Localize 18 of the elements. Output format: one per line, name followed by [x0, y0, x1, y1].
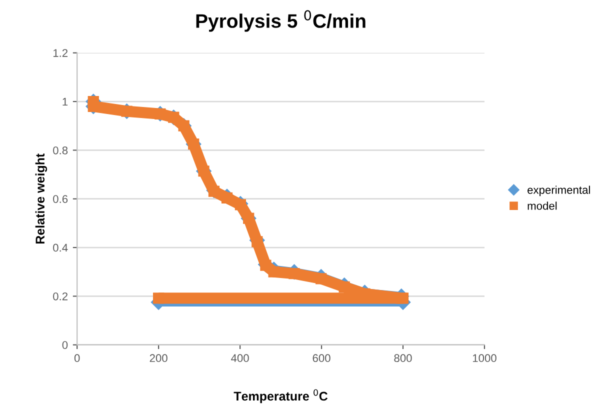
x-tick-label: 400 — [231, 354, 249, 362]
x-tick-label: 200 — [150, 354, 168, 362]
y-tick-label: 0.4 — [53, 244, 68, 252]
x-tick-label: 1000 — [472, 354, 496, 362]
x-tick-label: 600 — [312, 354, 330, 362]
chart-title: Pyrolysis 5 $^{0}$C/min — [196, 10, 366, 32]
y-tick-label: 0.8 — [53, 146, 68, 154]
y-axis-title: Relative weight — [35, 154, 48, 244]
y-tick-label: 0.6 — [53, 195, 68, 203]
x-tick-label: 0 — [74, 354, 80, 362]
y-tick-label: 1.2 — [53, 49, 68, 57]
y-tick-label: 1 — [62, 98, 68, 106]
y-tick-label: 0.2 — [53, 292, 68, 300]
x-tick-label: 800 — [394, 354, 412, 362]
x-axis-title: Temperature $^{0}$C — [234, 389, 328, 404]
legend-label: model — [528, 202, 557, 210]
legend-label: experimental — [528, 186, 590, 196]
y-tick-label: 0 — [62, 341, 68, 349]
